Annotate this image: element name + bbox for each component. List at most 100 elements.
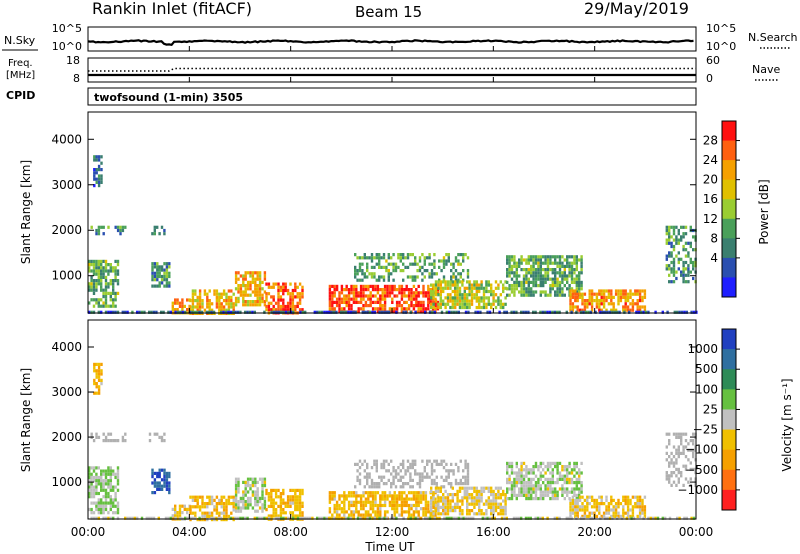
scatter-cell (689, 244, 692, 249)
scatter-cell (294, 288, 297, 293)
scatter-cell (670, 225, 673, 229)
scatter-cell (474, 310, 477, 314)
scatter-cell (206, 495, 209, 499)
scatter-cell (220, 302, 223, 306)
scatter-cell (95, 504, 98, 508)
scatter-cell (589, 516, 592, 520)
scatter-cell (352, 291, 356, 295)
scatter-cell (466, 512, 469, 516)
scatter-cell (95, 266, 98, 270)
scatter-cell (423, 275, 426, 279)
scatter-cell (558, 274, 562, 278)
scatter-cell (576, 299, 579, 303)
scatter-cell (100, 279, 103, 283)
scatter-cell (544, 277, 547, 281)
scatter-cell (95, 488, 98, 492)
scatter-cell (158, 281, 161, 285)
scatter-cell (456, 286, 459, 290)
scatter-cell (246, 310, 249, 314)
scatter-cell (612, 498, 615, 502)
scatter-cell (584, 310, 588, 314)
scatter-cell (178, 514, 182, 518)
scatter-cell (642, 310, 645, 314)
scatter-cell (153, 278, 157, 282)
scatter-cell (267, 301, 271, 305)
scatter-cell (109, 504, 112, 508)
scatter-cell (490, 489, 493, 493)
scatter-cell (244, 506, 247, 510)
scatter-cell (97, 362, 101, 366)
scatter-cell (643, 305, 647, 309)
scatter-cell (518, 261, 521, 265)
scatter-cell (406, 253, 410, 257)
scatter-cell (246, 284, 250, 288)
scatter-cell (463, 289, 466, 294)
scatter-cell (355, 510, 358, 514)
scatter-cell (563, 274, 566, 278)
scatter-cell (480, 286, 483, 290)
scatter-cell (292, 516, 295, 520)
scatter-cell (379, 307, 382, 311)
scatter-cell (224, 310, 228, 314)
scatter-cell (612, 514, 615, 518)
scatter-cell (410, 297, 413, 301)
scatter-cell (456, 502, 459, 506)
scatter-cell (400, 510, 404, 514)
scatter-cell (641, 299, 644, 303)
scatter-cell (470, 509, 474, 513)
scatter-cell (689, 241, 692, 245)
scatter-cell (163, 271, 166, 275)
scatter-cell (463, 302, 466, 306)
scatter-cell (232, 508, 235, 512)
scatter-cell (296, 285, 299, 289)
scatter-cell (537, 465, 540, 469)
scatter-cell (551, 310, 554, 314)
scatter-cell (442, 505, 445, 509)
scatter-cell (466, 305, 469, 310)
scatter-cell (622, 289, 625, 293)
scatter-cell (380, 475, 383, 479)
scatter-cell (92, 282, 96, 286)
scatter-cell (524, 310, 528, 314)
scatter-cell (643, 495, 647, 499)
scatter-cell (270, 516, 273, 520)
scatter-cell (430, 509, 433, 513)
scatter-cell (522, 287, 526, 291)
scatter-cell (95, 228, 98, 233)
scatter-cell (419, 500, 423, 504)
scatter-cell (578, 490, 581, 494)
scatter-cell (415, 491, 418, 495)
scatter-cell (569, 498, 572, 502)
scatter-cell (244, 293, 247, 297)
scatter-cell (442, 493, 445, 497)
scatter-cell (549, 484, 552, 488)
scatter-cell (194, 299, 197, 303)
scatter-cell (366, 462, 369, 466)
scatter-cell (156, 265, 159, 269)
scatter-cell (102, 511, 105, 515)
scatter-cell (359, 494, 363, 498)
scatter-cell (583, 511, 587, 515)
scatter-cell (461, 509, 464, 513)
scatter-cell (569, 502, 572, 506)
scatter-cell (224, 516, 228, 520)
scatter-cell (520, 471, 523, 475)
scatter-cell (433, 259, 436, 263)
scatter-cell (387, 275, 390, 279)
scatter-cell (508, 293, 511, 297)
scatter-cell (237, 290, 240, 294)
scatter-cell (439, 512, 442, 516)
scatter-cell (485, 296, 488, 300)
scatter-cell (244, 274, 247, 278)
scatter-cell (607, 302, 611, 306)
scatter-cell (510, 268, 514, 272)
scatter-cell (395, 497, 399, 501)
scatter-cell (428, 253, 431, 257)
scatter-cell (554, 481, 557, 485)
scatter-cell (368, 310, 372, 314)
scatter-cell (109, 469, 112, 473)
scatter-cell (251, 310, 254, 314)
scatter-cell (201, 302, 204, 306)
scatter-cell (622, 305, 625, 309)
scatter-cell (598, 292, 601, 296)
